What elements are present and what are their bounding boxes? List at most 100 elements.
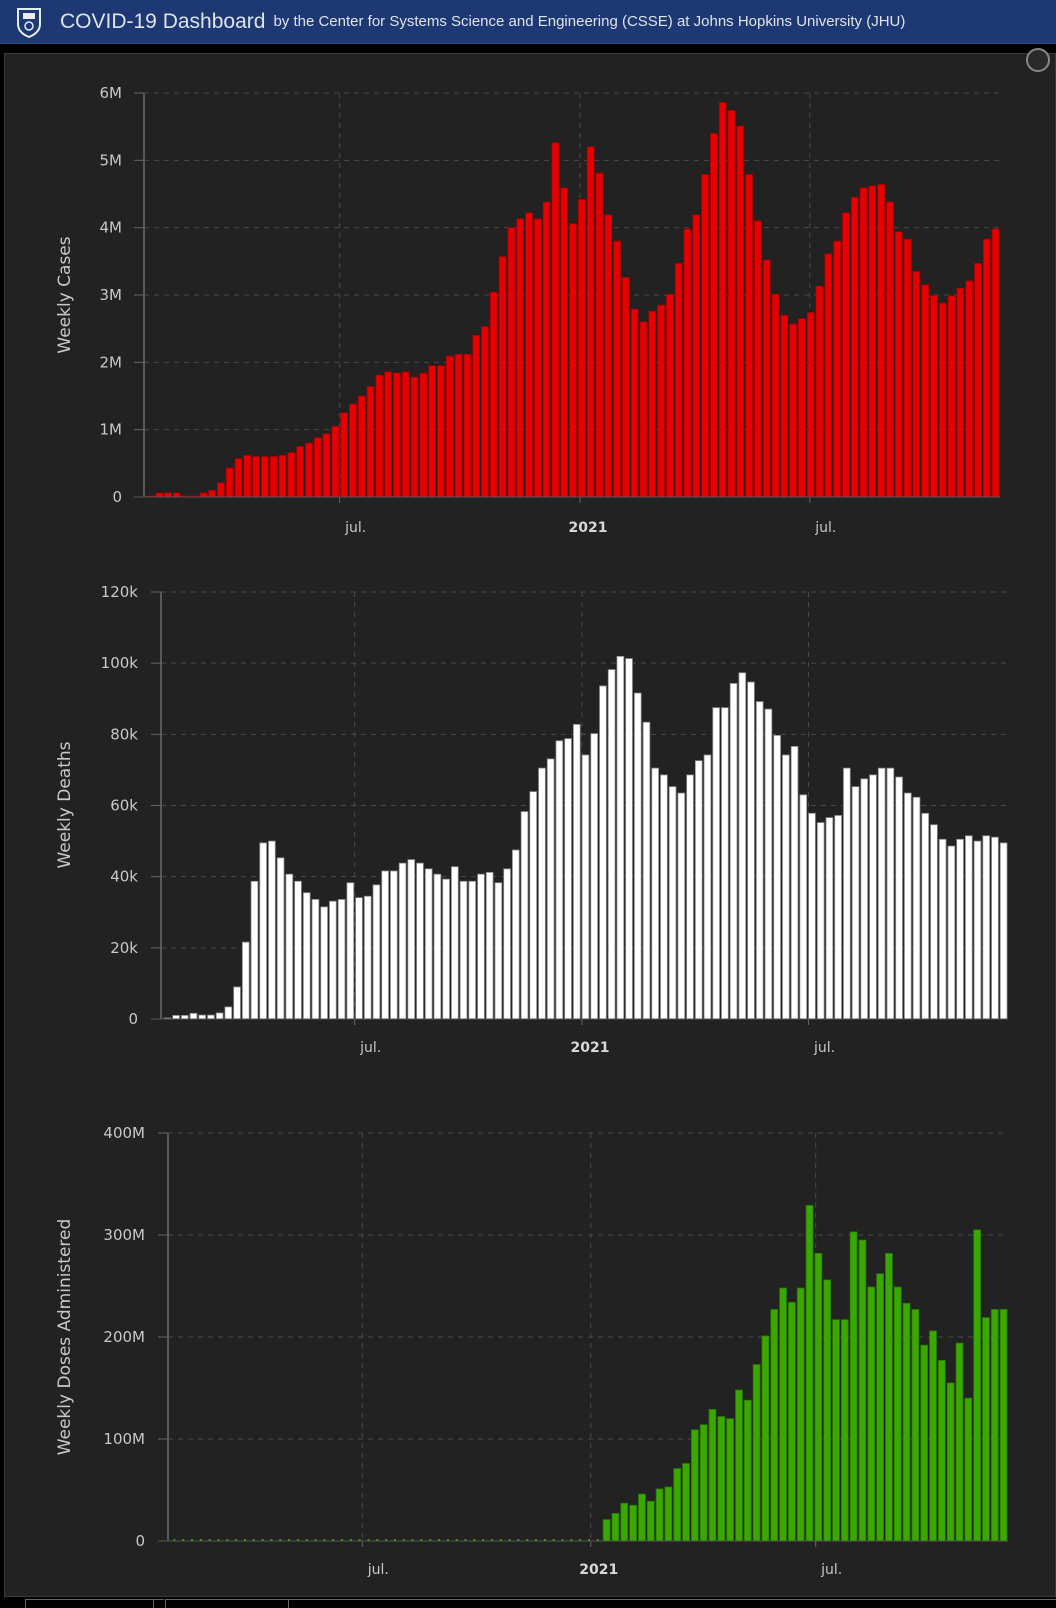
deaths-bar [782, 754, 790, 1020]
cases-bar [278, 454, 287, 498]
doses-x-tick-label: jul. [820, 1562, 842, 1578]
deaths-bar [668, 786, 677, 1020]
cases-bar [701, 174, 709, 498]
deaths-bar [991, 836, 999, 1020]
deaths-bar [965, 835, 973, 1020]
deaths-bar [660, 774, 668, 1020]
deaths-x-tick-label: jul. [359, 1040, 381, 1056]
deaths-bar [747, 681, 755, 1020]
deaths-y-tick-label: 20k [110, 939, 138, 957]
deaths-bar [555, 740, 564, 1020]
deaths-bar [224, 1006, 233, 1020]
cases-bar [991, 228, 1000, 498]
deaths-bar [686, 774, 694, 1020]
cases-bar [982, 238, 991, 498]
doses-bar [682, 1463, 690, 1542]
deaths-bar [302, 892, 311, 1020]
doses-bar [279, 1539, 282, 1541]
deaths-bar [311, 899, 320, 1020]
cases-bar [577, 198, 586, 498]
cases-bar [243, 454, 252, 498]
doses-bar [596, 1539, 599, 1541]
deaths-bar [520, 811, 529, 1020]
dashboard-header: COVID-19 Dashboard by the Center for Sys… [0, 0, 1056, 44]
doses-bar [367, 1539, 370, 1541]
doses-bar [743, 1399, 752, 1542]
cases-bar [824, 253, 833, 498]
doses-bar [673, 1468, 682, 1542]
cases-bar [762, 259, 771, 498]
deaths-bar [355, 897, 363, 1020]
deaths-bar [250, 880, 259, 1020]
bottom-tab[interactable] [165, 1599, 288, 1608]
doses-bar [349, 1539, 352, 1541]
deaths-bar [808, 812, 816, 1020]
deaths-bar [494, 882, 503, 1020]
doses-bar [611, 1513, 620, 1542]
doses-bar [455, 1539, 458, 1541]
deaths-bar [607, 669, 616, 1020]
cases-bar [833, 240, 841, 498]
deaths-bar [729, 683, 738, 1020]
cases-bar [322, 433, 331, 498]
cases-bar [613, 240, 621, 498]
doses-bar [543, 1539, 546, 1541]
doses-bar [288, 1539, 291, 1541]
doses-bar [796, 1287, 805, 1542]
deaths-bar [738, 672, 747, 1020]
cases-bar [313, 437, 322, 498]
deaths-bar [207, 1014, 215, 1020]
deaths-bar [581, 754, 590, 1020]
doses-y-tick-label: 100M [103, 1430, 145, 1448]
doses-bar [535, 1539, 538, 1541]
dashboard-title: COVID-19 Dashboard [60, 9, 266, 33]
doses-bar [638, 1493, 646, 1542]
doses-bar [226, 1539, 229, 1541]
doses-chart: 0 100M 200M 300M 400M jul. 2021 jul. Weekly Dose… [55, 1124, 1008, 1578]
doses-bar [429, 1539, 432, 1541]
deaths-bar [285, 873, 294, 1020]
cases-bar [331, 425, 340, 498]
deaths-bar [320, 906, 328, 1020]
bottom-tab[interactable] [153, 1599, 164, 1608]
deaths-bar [947, 845, 956, 1020]
doses-bar [552, 1539, 555, 1541]
cases-bar [718, 102, 727, 498]
doses-bar [920, 1344, 929, 1542]
doses-bar [341, 1539, 344, 1541]
deaths-bar [633, 692, 642, 1020]
deaths-bar [764, 708, 773, 1020]
deaths-bar [877, 767, 886, 1020]
doses-y-tick-label: 0 [135, 1532, 145, 1550]
deaths-bar [363, 895, 372, 1020]
doses-bar [717, 1416, 726, 1542]
cases-bar [894, 231, 903, 498]
cases-bar [454, 353, 463, 498]
doses-bar [982, 1317, 990, 1542]
cases-bar [736, 125, 745, 498]
doses-bar [499, 1539, 502, 1541]
bottom-tab[interactable] [25, 1599, 153, 1608]
deaths-bar [755, 701, 764, 1020]
cases-bar [419, 372, 428, 498]
cases-bar [815, 285, 824, 498]
cases-y-tick-label: 4M [100, 219, 123, 237]
deaths-bar [468, 880, 477, 1020]
doses-bar [867, 1286, 876, 1542]
doses-bar [602, 1519, 611, 1542]
bottom-tab[interactable] [288, 1599, 1056, 1608]
doses-bar [708, 1409, 717, 1542]
doses-bar [217, 1539, 220, 1541]
deaths-bar [241, 941, 250, 1020]
deaths-bar [912, 796, 921, 1020]
cases-bar [199, 492, 208, 498]
deaths-bar [337, 899, 346, 1020]
cases-bar [164, 492, 172, 498]
cases-bar [384, 371, 392, 498]
doses-bar [208, 1539, 211, 1541]
cases-bar [666, 293, 674, 498]
info-circle-icon[interactable] [1026, 48, 1050, 72]
doses-bar [805, 1205, 814, 1542]
cases-bar [674, 262, 683, 498]
deaths-bar [546, 758, 555, 1020]
